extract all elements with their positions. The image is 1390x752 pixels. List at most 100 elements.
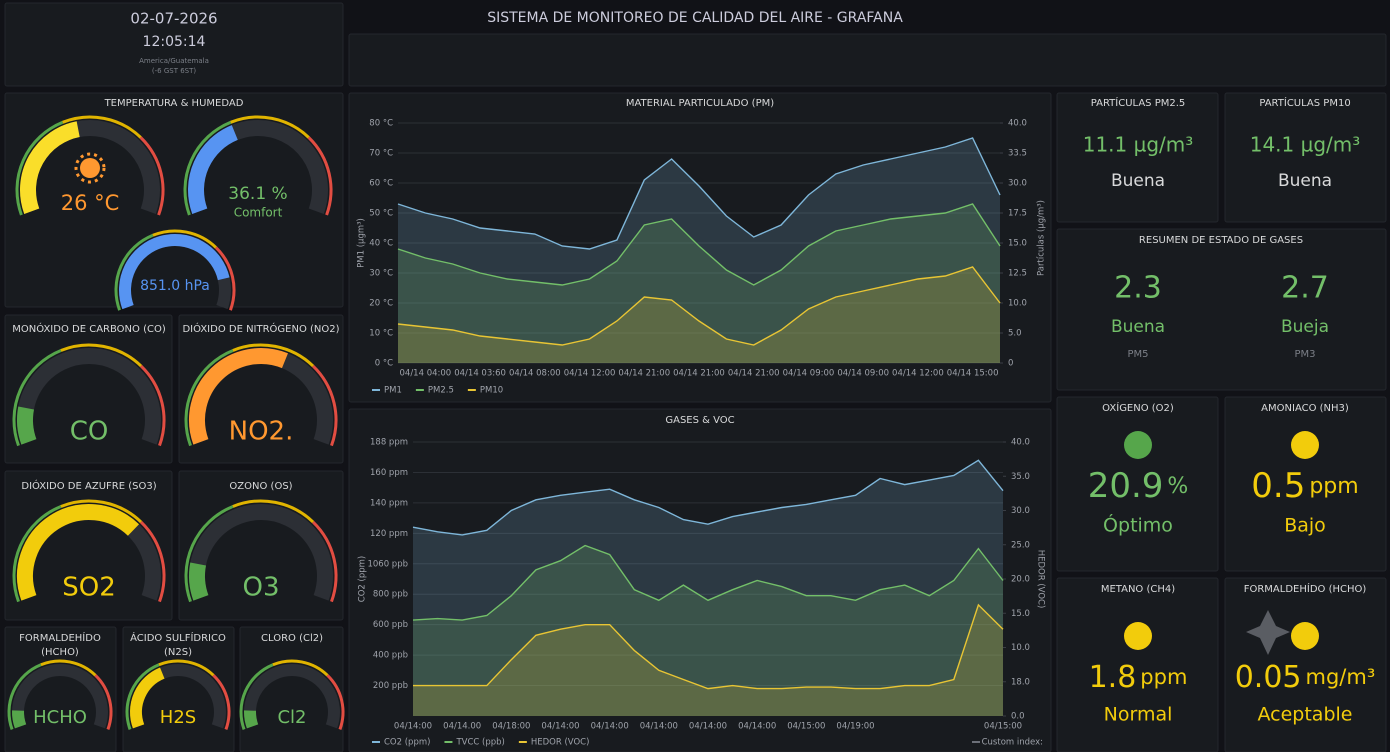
- series-line: [413, 603, 1004, 690]
- gauge-threshold: [232, 499, 315, 524]
- y2-axis-label: Partículas (µg/m³): [1037, 200, 1047, 276]
- y2-tick-label: 40.0: [1011, 438, 1030, 448]
- y-axis-label: CO2 (ppm): [358, 556, 368, 602]
- series-area: [413, 604, 1003, 716]
- y-tick-label: 600 ppb: [373, 620, 408, 630]
- series-area: [413, 545, 1003, 716]
- x-tick-label: 04/14 03:60: [454, 369, 506, 379]
- y2-tick-label: 35.0: [1011, 472, 1030, 482]
- panel-title: TEMPERATURA & HUMEDAD: [104, 98, 244, 109]
- y-tick-label: 200 ppb: [373, 681, 408, 691]
- gauge-threshold: [60, 343, 143, 368]
- gauge-threshold: [140, 520, 166, 603]
- gauge-threshold: [212, 674, 231, 730]
- stat-status: Bajo: [1284, 515, 1326, 537]
- series-area: [398, 204, 1000, 363]
- gauge-fill: [17, 504, 140, 601]
- stat-status: Aceptable: [1258, 704, 1353, 726]
- y-tick-label: 160 ppm: [370, 468, 408, 478]
- panel: [4, 470, 173, 621]
- series-line: [397, 203, 1001, 286]
- y2-tick-label: 5.0: [1008, 329, 1022, 339]
- gauge-threshold: [94, 674, 113, 730]
- legend-label: PM10: [480, 386, 503, 396]
- gauge-threshold: [12, 505, 62, 603]
- gauge-fill: [20, 121, 80, 214]
- x-tick-label: 04/14 08:00: [509, 369, 561, 379]
- x-tick-label: 04/14 15:00: [947, 369, 999, 379]
- panel: [4, 2, 344, 87]
- x-tick-label: 04/14:00: [541, 722, 579, 732]
- status-dot: [1291, 431, 1319, 459]
- gauge-threshold: [12, 349, 62, 447]
- x-tick-label: 04/15:00: [787, 722, 825, 732]
- y-tick-label: 80 °C: [369, 119, 393, 129]
- y2-tick-label: 30.0: [1011, 506, 1030, 516]
- x-tick-label: 04/14 09:00: [837, 369, 889, 379]
- y2-tick-label: 30.0: [1008, 179, 1027, 189]
- stat-title: RESUMEN DE ESTADO DE GASES: [1139, 235, 1303, 246]
- panel: [4, 314, 173, 464]
- gauge-fill: [130, 667, 165, 729]
- gauge-threshold: [40, 659, 97, 677]
- panel: [4, 92, 344, 308]
- panel: [348, 33, 1387, 87]
- x-tick-label: 04/15:00: [984, 722, 1022, 732]
- stat-value: 11.1 µg/m³: [1083, 133, 1194, 157]
- x-tick-label: 04/14 21:00: [618, 369, 670, 379]
- y-tick-label: 400 ppb: [373, 651, 408, 661]
- y-tick-label: 40 °C: [369, 239, 393, 249]
- stat-title: METANO (CH4): [1101, 584, 1175, 595]
- legend-label: CO2 (ppm): [384, 738, 430, 748]
- y-tick-label: 50 °C: [369, 209, 393, 219]
- y2-tick-label: 25.0: [1011, 540, 1030, 550]
- gauge-track: [189, 504, 333, 601]
- y-tick-label: 0 °C: [375, 359, 393, 369]
- stat-status: Normal: [1104, 704, 1173, 726]
- stat-status: Buena: [1111, 171, 1165, 191]
- stat-value: 20.9: [1088, 466, 1164, 506]
- sun-rays: [74, 152, 106, 184]
- gauge-label: SO2: [62, 573, 116, 603]
- series-line: [397, 266, 1001, 346]
- gauge-threshold: [125, 663, 160, 730]
- panel: [1056, 92, 1219, 223]
- gauge-label: H2S: [160, 707, 196, 728]
- x-tick-label: 04/19:00: [836, 722, 874, 732]
- x-tick-label: 04/14:00: [640, 722, 678, 732]
- gauge-label: NO2.: [229, 417, 294, 447]
- gauge-threshold: [312, 364, 338, 447]
- gauge-threshold: [239, 663, 274, 730]
- gauge-threshold: [326, 674, 345, 730]
- gauge-title: DIÓXIDO DE NITRÓGENO (NO2): [182, 322, 339, 335]
- panel: [4, 626, 117, 752]
- series-line: [412, 459, 1004, 536]
- stat-title: FORMALDEHÍDO (HCHO): [1244, 582, 1367, 595]
- gauge-title: OZONO (OS): [229, 481, 292, 492]
- stat-status: Buena: [1111, 317, 1165, 337]
- gauge-subtitle: (HCHO): [41, 647, 79, 658]
- panel: [1056, 228, 1387, 391]
- legend-label: PM2.5: [428, 386, 454, 396]
- y2-tick-label: 18.0: [1011, 677, 1030, 687]
- gauge-fill: [189, 562, 209, 601]
- stat-note: PM3: [1294, 349, 1315, 360]
- gauge-threshold: [60, 499, 143, 524]
- stat-note: PM5: [1127, 349, 1148, 360]
- gauge-track: [12, 664, 108, 729]
- stat-value: 2.3: [1114, 271, 1162, 306]
- stat-title: AMONIACO (NH3): [1261, 403, 1349, 414]
- y2-tick-label: 15.0: [1008, 239, 1027, 249]
- x-tick-label: 04/14:00: [689, 722, 727, 732]
- stat-value: 1.8: [1089, 660, 1137, 695]
- x-tick-label: 04/14:00: [591, 722, 629, 732]
- stat-unit: %: [1167, 474, 1188, 499]
- gauge-threshold: [62, 115, 142, 139]
- gauge-title: ÁCIDO SULFÍDRICO: [130, 631, 226, 644]
- panel: [178, 314, 344, 464]
- stat-value-line: 0.5 ppm: [1251, 466, 1358, 506]
- y2-tick-label: 12.5: [1008, 269, 1027, 279]
- temperature: 26 °C: [61, 191, 120, 215]
- y2-tick-label: 0: [1008, 359, 1013, 369]
